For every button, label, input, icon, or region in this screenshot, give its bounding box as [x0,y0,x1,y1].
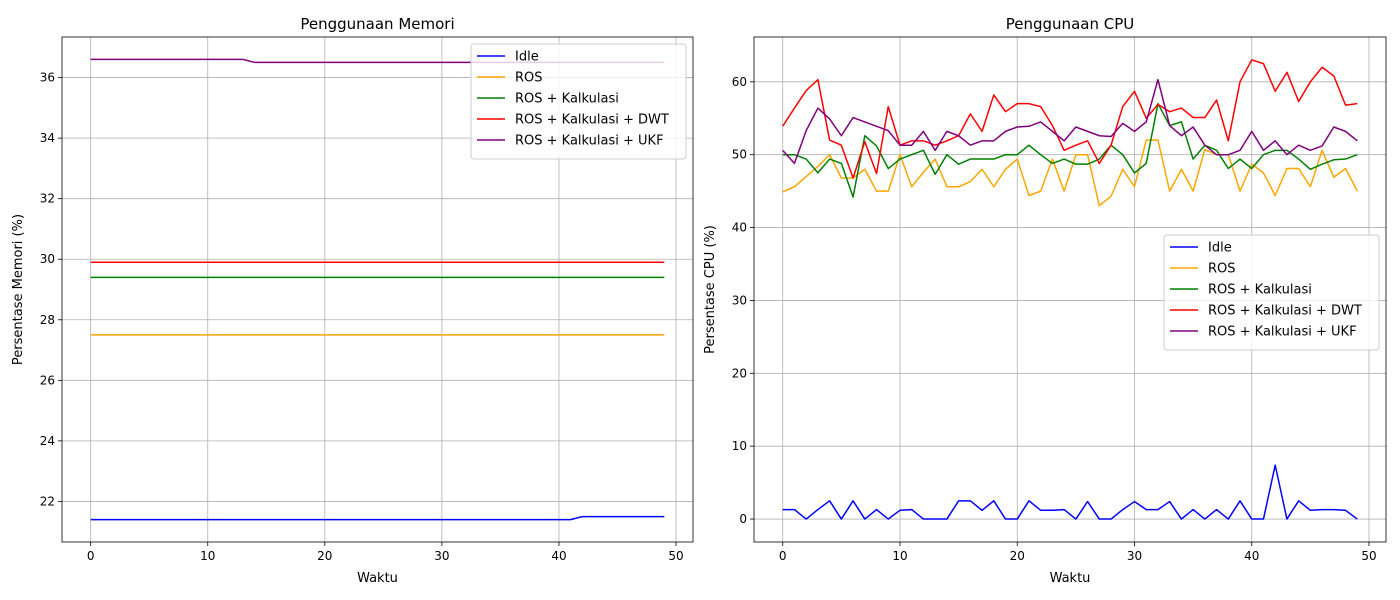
chart-panel-1: 0 10 20 30 40 50 22 24 26 28 30 32 34 36 Penggunaan Me… [11,15,694,586]
y-tick-label: 22 [40,494,55,508]
y-tick-label: 40 [732,221,747,235]
y-tick-label: 36 [40,71,55,85]
legend-label-1: Idle [1208,241,1232,256]
legend-label-5: ROS + Kalkulasi + UKF [1208,325,1357,340]
y-axis-label: Persentase CPU (%) [703,225,718,354]
x-tick-label: 30 [1127,549,1142,563]
y-tick-label: 10 [732,439,747,453]
x-tick-label: 10 [200,549,215,563]
legend-box [1163,234,1380,351]
x-tick-label: 10 [892,549,907,563]
y-tick-label: 28 [40,313,55,327]
series-line-1 [90,515,665,521]
legend: Idle ROS ROS + Kalkulasi ROS + Kalkulasi + … [1163,234,1380,351]
axes-frame [61,36,694,543]
x-tick-label: 0 [87,549,95,563]
axes-frame [753,36,1387,543]
y-tick-label: 20 [732,366,747,380]
y-tick-label: 30 [732,293,747,307]
legend-label-4: ROS + Kalkulasi + DWT [515,113,669,128]
series-line-4 [782,59,1358,179]
series-line-1 [782,464,1358,520]
legend-label-3: ROS + Kalkulasi [1208,283,1312,298]
y-tick-label: 30 [40,252,55,266]
x-tick-label: 0 [779,549,787,563]
series-line-3 [782,102,1358,198]
x-tick-label: 20 [317,549,332,563]
series-line-2 [782,139,1358,207]
legend-box [470,43,687,160]
y-tick-label: 24 [40,434,55,448]
y-tick-label: 34 [40,131,55,145]
legend-label-1: Idle [515,50,539,65]
chart-panel-2: 0 10 20 30 40 50 0 10 20 30 40 50 60 Penggunaan CPU Wa… [703,15,1387,586]
legend-label-2: ROS [515,71,543,86]
x-tick-label: 50 [668,549,683,563]
x-tick-label: 50 [1361,549,1376,563]
x-tick-label: 40 [551,549,566,563]
chart-title: Penggunaan CPU [1006,15,1134,33]
y-tick-label: 32 [40,192,55,206]
legend-label-3: ROS + Kalkulasi [515,92,619,107]
y-tick-label: 50 [732,148,747,162]
x-axis-label: Waktu [1050,571,1091,586]
y-tick-label: 60 [732,75,747,89]
legend: Idle ROS ROS + Kalkulasi ROS + Kalkulasi + … [470,43,687,160]
y-tick-label: 0 [739,512,747,526]
legend-label-2: ROS [1208,262,1236,277]
legend-label-5: ROS + Kalkulasi + UKF [515,134,664,149]
x-tick-label: 20 [1010,549,1025,563]
x-tick-label: 40 [1244,549,1259,563]
series-line-5 [782,78,1358,165]
x-tick-label: 30 [434,549,449,563]
legend-label-4: ROS + Kalkulasi + DWT [1208,304,1362,319]
y-axis-label: Persentase Memori (%) [11,214,26,365]
chart-title: Penggunaan Memori [300,15,454,33]
x-axis-label: Waktu [357,571,398,586]
y-tick-label: 26 [40,373,55,387]
